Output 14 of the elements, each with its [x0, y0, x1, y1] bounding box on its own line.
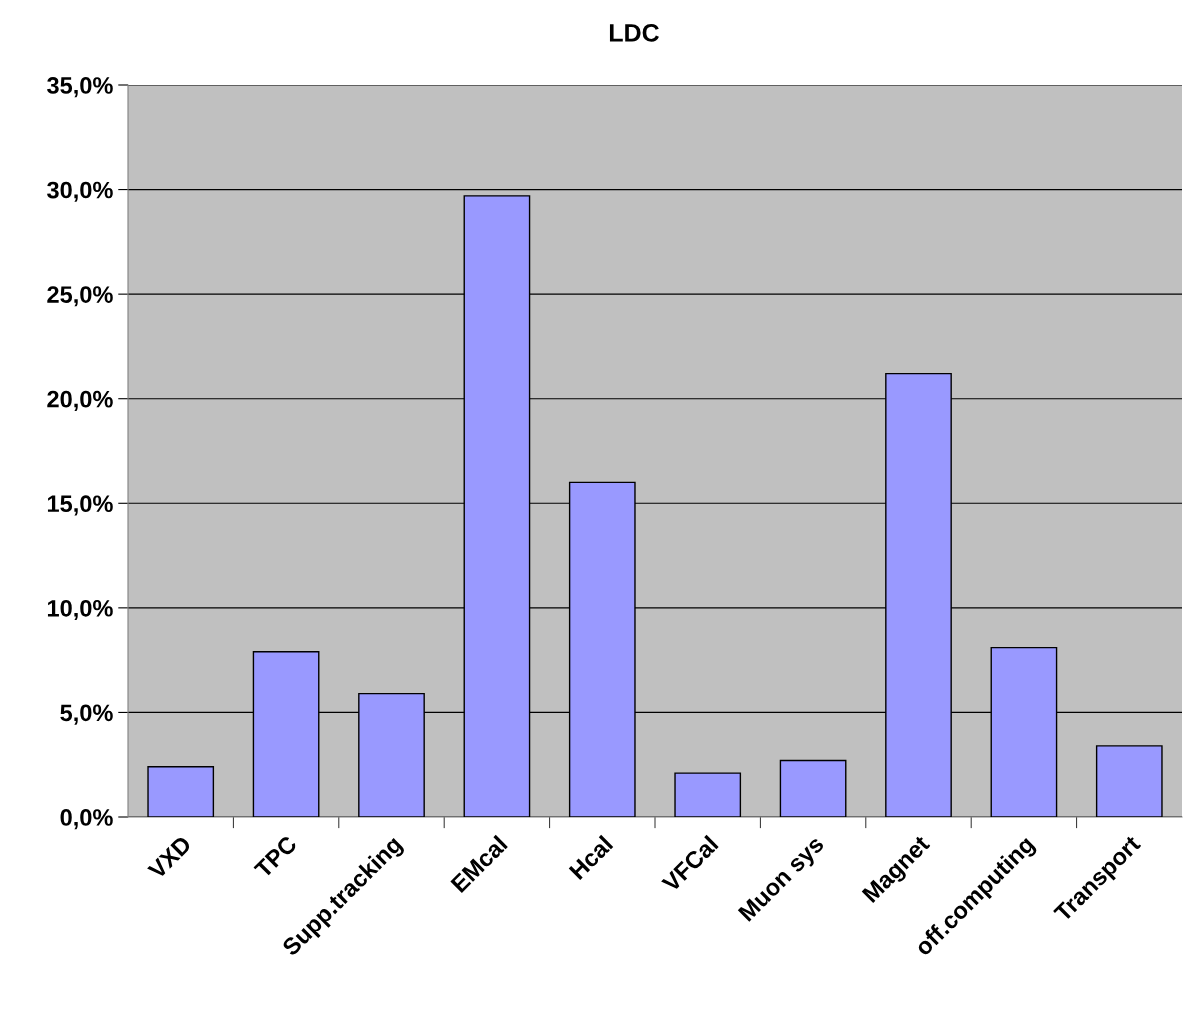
chart-title: LDC	[609, 24, 659, 42]
bar	[674, 772, 742, 817]
bar	[147, 766, 215, 817]
y-tick-label: 10,0%	[47, 599, 113, 621]
y-tick-label: 15,0%	[47, 495, 113, 516]
y-tick-label: 25,0%	[47, 286, 113, 307]
y-tick-label: 0,0%	[60, 809, 113, 830]
y-tick-label: 20,0%	[47, 390, 113, 411]
bar	[779, 759, 847, 817]
y-tick-label: 35,0%	[47, 77, 113, 98]
x-tick-label: VXD	[147, 834, 193, 880]
bar	[1095, 745, 1163, 817]
y-tick-label: 30,0%	[47, 181, 113, 202]
y-tick-label: 5,0%	[60, 704, 113, 725]
